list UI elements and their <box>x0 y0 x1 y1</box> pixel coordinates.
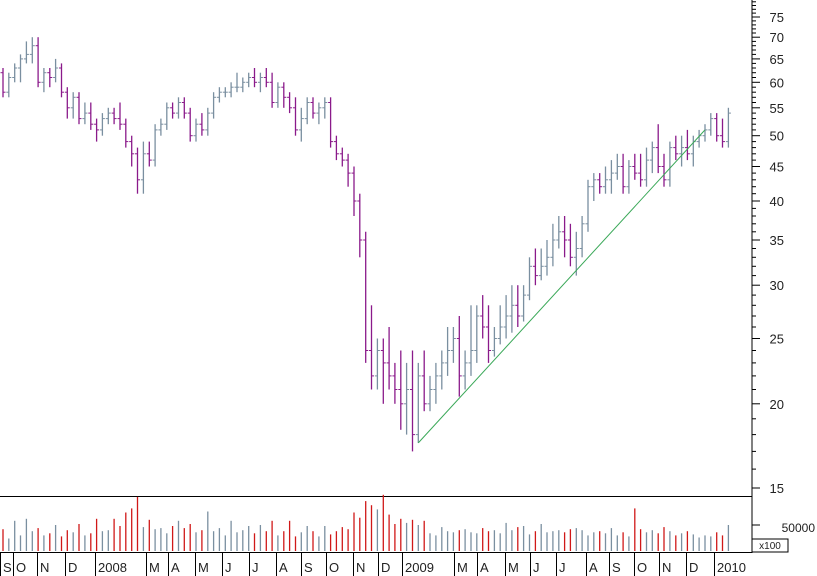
price-tick-label: 35 <box>770 233 784 248</box>
volume-unit-label: x100 <box>759 541 781 552</box>
time-tick-label: J <box>225 560 232 575</box>
time-tick-label: O <box>329 560 339 575</box>
time-tick-label: D <box>68 560 77 575</box>
time-tick-label: S <box>3 560 12 575</box>
time-tick-label: A <box>589 560 598 575</box>
price-tick-label: 30 <box>770 278 784 293</box>
time-tick-label: M <box>508 560 519 575</box>
time-tick-label: J <box>533 560 540 575</box>
volume-tick-label: 50000 <box>782 521 816 535</box>
price-tick-label: 75 <box>770 10 784 25</box>
price-bars <box>0 37 731 452</box>
price-tick-label: 20 <box>770 397 784 412</box>
time-tick-label: O <box>637 560 647 575</box>
price-tick-label: 25 <box>770 332 784 347</box>
time-tick-label: N <box>662 560 671 575</box>
time-tick-label: D <box>689 560 698 575</box>
time-tick-label: 2008 <box>98 560 127 575</box>
time-tick-label: N <box>356 560 365 575</box>
trendline-group <box>417 129 706 444</box>
time-tick-label: 2009 <box>405 560 434 575</box>
time-tick-label: 2010 <box>717 560 746 575</box>
price-tick-label: 65 <box>770 52 784 67</box>
time-tick-label: J <box>559 560 566 575</box>
price-tick-label: 70 <box>770 30 784 45</box>
time-tick-label: S <box>304 560 313 575</box>
volume-axis: 50000 x100 <box>751 521 816 553</box>
time-tick-label: N <box>40 560 49 575</box>
time-axis: S O N D 2008 M A M J J A S O N D 2009 M A M J J A S O N D 2010 <box>0 553 746 576</box>
price-tick-label: 15 <box>770 481 784 496</box>
time-tick-label: M <box>198 560 209 575</box>
trendline <box>417 129 706 444</box>
volume-unit-box <box>751 538 789 553</box>
time-tick-label: O <box>16 560 26 575</box>
price-tick-label: 55 <box>770 101 784 116</box>
price-minor-ticks <box>752 1 756 470</box>
price-axis-ticks: 15 20 25 30 35 40 45 50 55 60 65 70 75 <box>752 10 784 496</box>
time-tick-label: A <box>171 560 180 575</box>
time-tick-label: A <box>480 560 489 575</box>
time-tick-label: J <box>252 560 259 575</box>
time-tick-label: M <box>149 560 160 575</box>
time-tick-label: D <box>381 560 390 575</box>
time-tick-label: S <box>612 560 621 575</box>
price-tick-label: 50 <box>770 129 784 144</box>
time-tick-label: A <box>279 560 288 575</box>
price-tick-label: 40 <box>770 194 784 209</box>
volume-bars <box>2 494 730 551</box>
price-tick-label: 45 <box>770 160 784 175</box>
price-tick-label: 60 <box>770 75 784 90</box>
time-tick-label: M <box>457 560 468 575</box>
